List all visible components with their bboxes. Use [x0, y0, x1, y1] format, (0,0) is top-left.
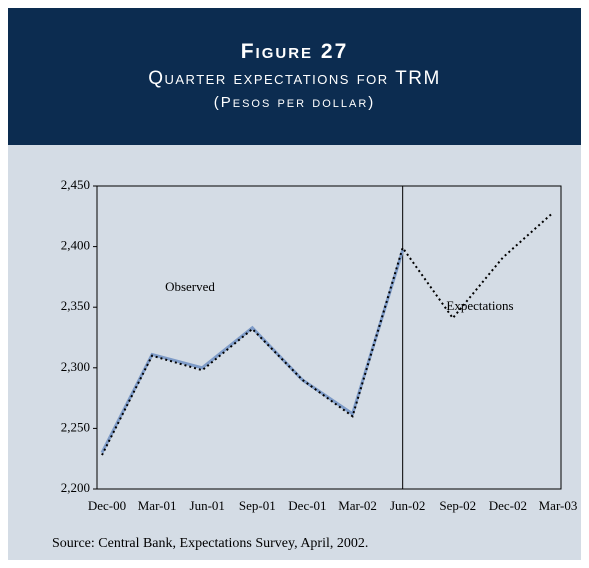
x-tick-label: Dec-01 [288, 498, 326, 513]
series-label: Observed [165, 279, 215, 294]
x-tick-label: Dec-00 [88, 498, 126, 513]
series-line [101, 211, 554, 456]
x-tick-label: Sep-01 [239, 498, 276, 513]
header: Figure 27 Quarter expectations for TRM (… [8, 8, 581, 145]
x-tick-label: Dec-02 [489, 498, 527, 513]
x-tick-label: Mar-03 [539, 498, 578, 513]
unit-label: (Pesos per dollar) [213, 94, 376, 111]
y-tick-label: 2,300 [61, 359, 90, 374]
x-tick-label: Jun-02 [390, 498, 425, 513]
page: Figure 27 Quarter expectations for TRM (… [8, 8, 581, 560]
series-label: Expectations [446, 298, 513, 313]
x-tick-label: Jun-01 [190, 498, 225, 513]
source-note: Source: Central Bank, Expectations Surve… [52, 536, 369, 551]
series-line [100, 249, 405, 454]
chart-subtitle: Quarter expectations for TRM [148, 68, 441, 89]
plot-area [96, 185, 562, 490]
x-tick-label: Mar-01 [138, 498, 177, 513]
chart-title: Figure 27 [240, 40, 349, 63]
y-tick-label: 2,400 [61, 238, 90, 253]
x-tick-label: Sep-02 [439, 498, 476, 513]
chart: 2,200 2,250 2,300 2,350 2,400 2,450 Dec-00 Mar-… [61, 177, 578, 513]
y-tick-label: 2,450 [61, 177, 90, 192]
y-tick-label: 2,350 [61, 298, 90, 313]
x-tick-label: Mar-02 [338, 498, 377, 513]
y-tick-label: 2,250 [61, 419, 90, 434]
y-tick-label: 2,200 [61, 480, 90, 495]
